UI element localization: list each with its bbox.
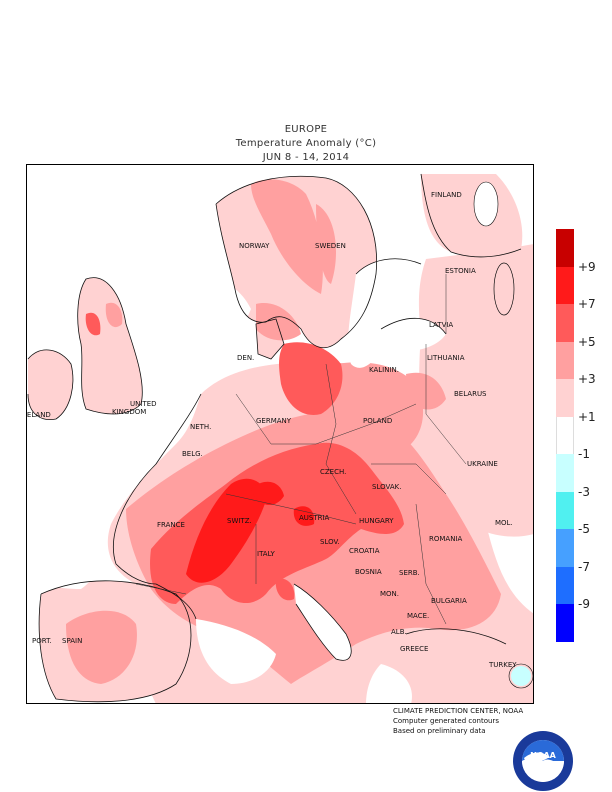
logo-text: NOAA (530, 751, 556, 760)
label-slovenia: SLOV. (320, 538, 340, 546)
map-variable: Temperature Anomaly (°C) (235, 138, 377, 149)
legend-swatch-m3 (556, 454, 574, 492)
label-sweden: SWEDEN (315, 242, 346, 250)
noaa-logo: NOAA (513, 731, 573, 791)
legend-label: +7 (578, 297, 596, 311)
label-poland: POLAND (363, 417, 392, 425)
label-lithuania: LITHUANIA (427, 354, 465, 362)
label-united-kingdom: UNITED KINGDOM (112, 400, 157, 416)
legend-swatch-m9 (556, 566, 574, 604)
legend-label: -9 (578, 597, 590, 611)
coastlines (27, 173, 522, 703)
legend-swatch-bottom (556, 604, 574, 642)
label-belgium: BELG. (182, 450, 203, 458)
legend-label: -1 (578, 447, 590, 461)
label-moldova: MOL. (495, 519, 513, 527)
lake (473, 181, 499, 227)
label-albania: ALB. (391, 628, 407, 636)
label-ireland: IRELAND (26, 411, 51, 419)
legend-label: +3 (578, 372, 596, 386)
label-romania: ROMANIA (429, 535, 463, 543)
label-croatia: CROATIA (349, 547, 380, 555)
sea (26, 164, 446, 704)
credit-line-1: CLIMATE PREDICTION CENTER, NOAA (393, 707, 524, 715)
label-finland: FINLAND (431, 191, 462, 199)
legend-swatch-9 (556, 229, 574, 267)
label-italy: ITALY (257, 550, 276, 558)
contour-ring (493, 262, 515, 316)
borders (135, 274, 467, 625)
label-germany: GERMANY (256, 417, 292, 425)
legend-swatch-1 (556, 379, 574, 417)
credit-line-2: Computer generated contours (393, 717, 499, 725)
land-extreme-anomaly (186, 478, 315, 583)
label-france: FRANCE (157, 521, 185, 529)
legend-label: -3 (578, 485, 590, 499)
label-czech: CZECH. (320, 468, 346, 476)
map-title: EUROPE (284, 124, 328, 135)
legend-swatch-m1 (556, 416, 574, 454)
label-latvia: LATVIA (429, 321, 453, 329)
label-netherlands: NETH. (190, 423, 211, 431)
label-hungary: HUNGARY (359, 517, 394, 525)
label-bulgaria: BULGARIA (431, 597, 467, 605)
anomaly-map: FINLAND NORWAY SWEDEN ESTONIA LATVIA DEN… (26, 164, 534, 704)
legend-label: +9 (578, 260, 596, 274)
label-kaliningrad: KALININ. (369, 366, 399, 374)
label-denmark: DEN. (237, 354, 254, 362)
label-montenegro: MON. (380, 590, 399, 598)
label-macedonia: MACE. (407, 612, 429, 620)
label-norway: NORWAY (239, 242, 270, 250)
legend-label: -7 (578, 560, 590, 574)
legend-swatch-m5 (556, 491, 574, 529)
map-period: JUN 8 - 14, 2014 (262, 152, 350, 163)
label-portugal: PORT. (32, 637, 52, 645)
legend-label: -5 (578, 522, 590, 536)
label-estonia: ESTONIA (445, 267, 476, 275)
legend-swatch-3 (556, 341, 574, 379)
legend-label: +1 (578, 410, 596, 424)
label-greece: GREECE (400, 645, 428, 653)
credit-line-3: Based on preliminary data (393, 727, 486, 735)
label-spain: SPAIN (62, 637, 82, 645)
map-frame (26, 164, 534, 704)
label-switzerland: SWITZ. (227, 517, 252, 525)
label-serbia: SERB. (399, 569, 420, 577)
label-austria: AUSTRIA (299, 514, 330, 522)
cool-spot (511, 666, 531, 686)
label-belarus: BELARUS (454, 390, 487, 398)
legend-swatch-7 (556, 266, 574, 304)
label-ukraine: UKRAINE (467, 460, 498, 468)
label-turkey: TURKEY (488, 661, 517, 669)
legend-swatch-m7 (556, 529, 574, 567)
legend-swatch-5 (556, 304, 574, 342)
label-slovakia: SLOVAK. (372, 483, 401, 491)
legend-label: +5 (578, 335, 596, 349)
label-bosnia: BOSNIA (355, 568, 382, 576)
